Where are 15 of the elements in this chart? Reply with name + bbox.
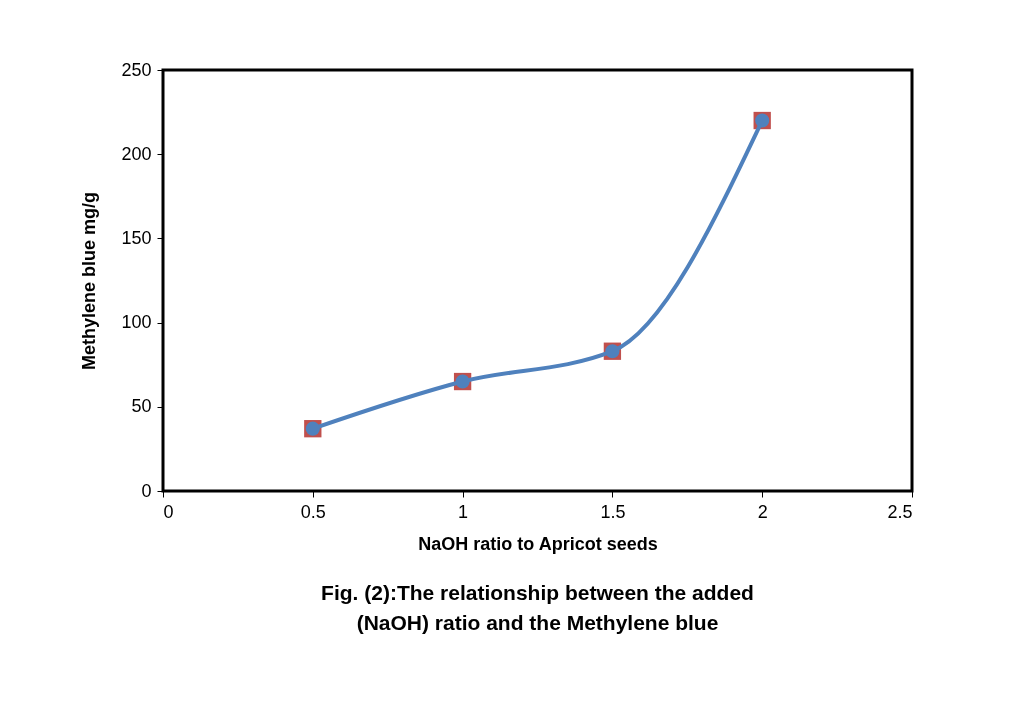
y-tick-label: 250: [121, 59, 152, 80]
y-tick-label: 200: [121, 143, 152, 164]
x-tick-label: 0.5: [300, 501, 326, 522]
x-tick-label: 1.5: [600, 501, 626, 522]
x-tick-label: 1: [458, 501, 469, 522]
y-tick-label: 0: [141, 480, 152, 501]
text: Fig. (2):The relationship between the added (NaOH) ratio and the Methylene blue: [321, 581, 754, 634]
y-tick-label: 50: [131, 396, 152, 417]
y-tick-label: 100: [121, 312, 152, 333]
x-tick-label: 2.5: [887, 501, 913, 522]
x-tick-label: 2: [757, 501, 768, 522]
y-axis-title: Methylene blue mg/g: [79, 191, 100, 371]
x-tick-label: 0: [163, 501, 174, 522]
y-tick-label: 150: [121, 227, 152, 248]
x-axis-title: NaOH ratio to Apricot seeds: [418, 533, 658, 554]
